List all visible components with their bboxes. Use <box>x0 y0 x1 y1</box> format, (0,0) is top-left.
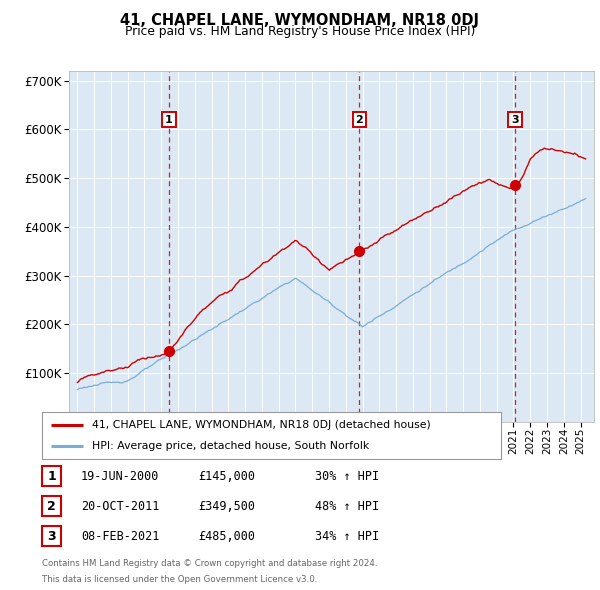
Text: 3: 3 <box>511 114 519 124</box>
Text: 1: 1 <box>47 470 56 483</box>
Text: 41, CHAPEL LANE, WYMONDHAM, NR18 0DJ: 41, CHAPEL LANE, WYMONDHAM, NR18 0DJ <box>121 13 479 28</box>
Text: Contains HM Land Registry data © Crown copyright and database right 2024.: Contains HM Land Registry data © Crown c… <box>42 559 377 568</box>
Text: 2: 2 <box>355 114 363 124</box>
Text: £349,500: £349,500 <box>198 500 255 513</box>
Text: 08-FEB-2021: 08-FEB-2021 <box>81 530 160 543</box>
Text: 48% ↑ HPI: 48% ↑ HPI <box>315 500 379 513</box>
Text: £145,000: £145,000 <box>198 470 255 483</box>
Text: 2: 2 <box>47 500 56 513</box>
Text: 19-JUN-2000: 19-JUN-2000 <box>81 470 160 483</box>
Text: 34% ↑ HPI: 34% ↑ HPI <box>315 530 379 543</box>
Text: Price paid vs. HM Land Registry's House Price Index (HPI): Price paid vs. HM Land Registry's House … <box>125 25 475 38</box>
Text: 20-OCT-2011: 20-OCT-2011 <box>81 500 160 513</box>
Text: 30% ↑ HPI: 30% ↑ HPI <box>315 470 379 483</box>
Text: 3: 3 <box>47 530 56 543</box>
Text: HPI: Average price, detached house, South Norfolk: HPI: Average price, detached house, Sout… <box>92 441 370 451</box>
Text: £485,000: £485,000 <box>198 530 255 543</box>
Text: This data is licensed under the Open Government Licence v3.0.: This data is licensed under the Open Gov… <box>42 575 317 584</box>
Text: 1: 1 <box>165 114 173 124</box>
Text: 41, CHAPEL LANE, WYMONDHAM, NR18 0DJ (detached house): 41, CHAPEL LANE, WYMONDHAM, NR18 0DJ (de… <box>92 419 431 430</box>
